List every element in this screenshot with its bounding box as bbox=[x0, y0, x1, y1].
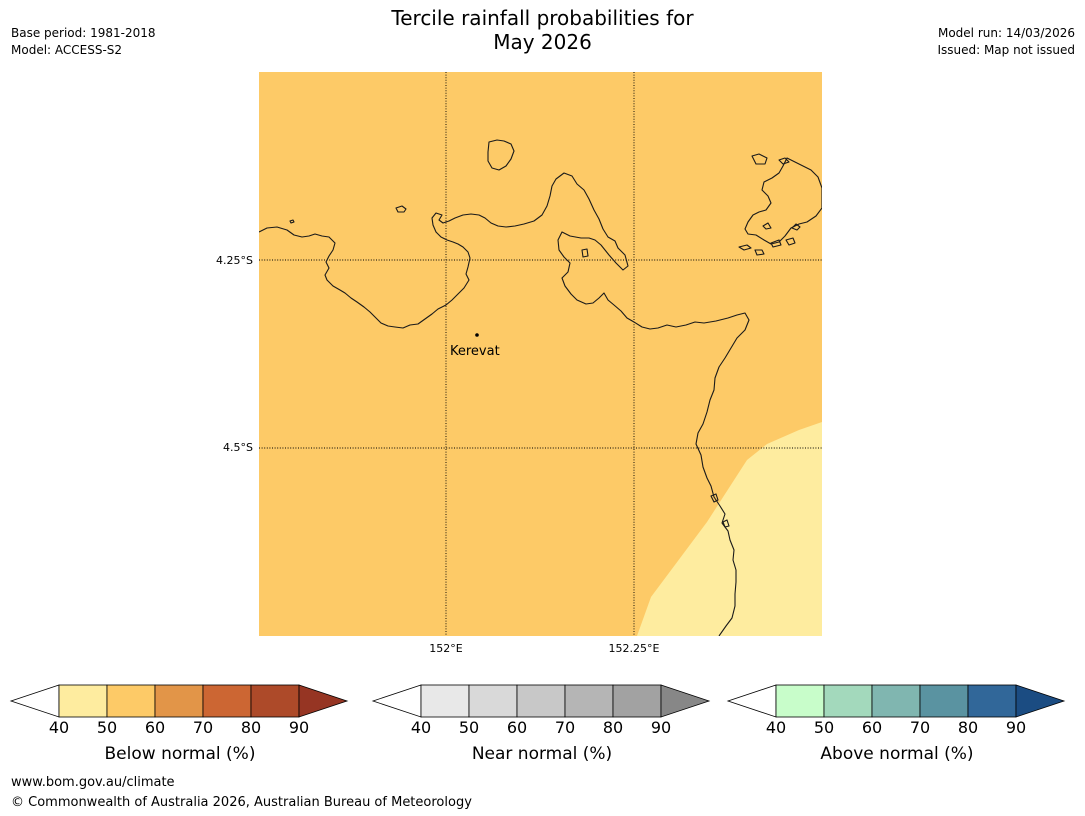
map-title-line1: Tercile rainfall probabilities for bbox=[391, 6, 694, 30]
map-title-line2: May 2026 bbox=[493, 30, 592, 54]
colorbar-segment bbox=[919, 684, 969, 718]
colorbar-low-arrow bbox=[726, 684, 777, 718]
colorbar-segment bbox=[871, 684, 921, 718]
footer-url[interactable]: www.bom.gov.au/climate bbox=[11, 775, 175, 790]
coastline-islet-9 bbox=[785, 237, 796, 246]
lat-label-4-5s: 4.5°S bbox=[223, 441, 253, 454]
kerevat-marker bbox=[475, 333, 479, 337]
colorbar-tick-label: 80 bbox=[602, 718, 624, 737]
coastline-islet-13 bbox=[722, 519, 730, 528]
place-label-kerevat: Kerevat bbox=[450, 344, 500, 359]
coastline-islet-2 bbox=[289, 219, 295, 224]
colorbar-segment bbox=[58, 684, 108, 718]
colorbar-tick-label: 70 bbox=[192, 718, 214, 737]
colorbar-tick-label: 60 bbox=[861, 718, 883, 737]
colorbar-above-normal: 40 50 60 70 80 90 Above normal (%) bbox=[726, 684, 1067, 764]
colorbar-tick-label: 50 bbox=[813, 718, 835, 737]
map-canvas: Kerevat bbox=[259, 72, 822, 636]
colorbar-near-normal-scale bbox=[371, 684, 711, 718]
coastline-duke-of-york bbox=[744, 157, 822, 245]
colorbar-high-arrow bbox=[298, 684, 349, 718]
graticule bbox=[259, 72, 822, 636]
colorbar-above-normal-label: Above normal (%) bbox=[820, 744, 974, 764]
colorbar-tick-label: 40 bbox=[765, 718, 787, 737]
colorbar-segment bbox=[468, 684, 518, 718]
model-text: Model: ACCESS-S2 bbox=[11, 43, 123, 57]
coastline-main bbox=[259, 172, 750, 636]
colorbar-segment bbox=[202, 684, 252, 718]
issued-text: Issued: Map not issued bbox=[937, 43, 1075, 57]
colorbar-above-normal-scale bbox=[726, 684, 1066, 718]
colorbar-tick-label: 50 bbox=[96, 718, 118, 737]
colorbar-tick-label: 80 bbox=[240, 718, 262, 737]
colorbar-low-arrow bbox=[371, 684, 422, 718]
coastline-islet-11 bbox=[762, 222, 772, 230]
colorbar-segment bbox=[154, 684, 204, 718]
map-area[interactable]: Kerevat bbox=[259, 72, 822, 636]
coastline-islet-12 bbox=[710, 493, 719, 503]
colorbar-segment bbox=[967, 684, 1017, 718]
colorbar-segment bbox=[250, 684, 300, 718]
coastline-islet-1 bbox=[395, 205, 407, 213]
model-run-text: Model run: 14/03/2026 bbox=[937, 26, 1075, 40]
coastline-islet-7 bbox=[754, 249, 765, 256]
coastline-islet-10 bbox=[791, 223, 801, 231]
colorbar-above-normal-ticks: 40 50 60 70 80 90 bbox=[727, 718, 1067, 738]
colorbar-tick-label: 90 bbox=[288, 718, 310, 737]
colorbar-tick-label: 50 bbox=[458, 718, 480, 737]
colorbar-low-arrow bbox=[9, 684, 60, 718]
metadata-left: Base period: 1981-2018 Model: ACCESS-S2 bbox=[11, 25, 156, 59]
colorbar-tick-label: 90 bbox=[650, 718, 672, 737]
colorbar-near-normal-ticks: 40 50 60 70 80 90 bbox=[372, 718, 712, 738]
colorbar-tick-label: 40 bbox=[410, 718, 432, 737]
coastline-islet-8 bbox=[770, 239, 782, 248]
colorbar-high-arrow bbox=[1015, 684, 1066, 718]
colorbar-segment bbox=[775, 684, 825, 718]
metadata-right: Model run: 14/03/2026 Issued: Map not is… bbox=[937, 25, 1075, 59]
region-below-normal-40-50 bbox=[637, 422, 822, 636]
lon-label-152-25e: 152.25°E bbox=[608, 642, 660, 655]
lat-label-4-25s: 4.25°S bbox=[216, 254, 253, 267]
colorbar-tick-label: 70 bbox=[554, 718, 576, 737]
colorbar-tick-label: 60 bbox=[144, 718, 166, 737]
coastline bbox=[259, 139, 822, 636]
colorbar-tick-label: 60 bbox=[506, 718, 528, 737]
colorbar-tick-label: 70 bbox=[909, 718, 931, 737]
colorbar-tick-label: 80 bbox=[957, 718, 979, 737]
colorbar-near-normal: 40 50 60 70 80 90 Near normal (%) bbox=[371, 684, 712, 764]
colorbar-segment bbox=[564, 684, 614, 718]
colorbar-below-normal-ticks: 40 50 60 70 80 90 bbox=[10, 718, 350, 738]
base-period-text: Base period: 1981-2018 bbox=[11, 26, 156, 40]
colorbar-segment bbox=[420, 684, 470, 718]
colorbar-below-normal: 40 50 60 70 80 90 Below normal (%) bbox=[9, 684, 350, 764]
colorbar-below-normal-scale bbox=[9, 684, 349, 718]
colorbar-near-normal-label: Near normal (%) bbox=[471, 744, 613, 764]
footer-copyright: © Commonwealth of Australia 2026, Austra… bbox=[11, 795, 472, 810]
colorbar-segment bbox=[516, 684, 566, 718]
coastline-island-north bbox=[487, 139, 515, 171]
colorbar-segment bbox=[612, 684, 662, 718]
colorbar-high-arrow bbox=[660, 684, 711, 718]
colorbar-tick-label: 90 bbox=[1005, 718, 1027, 737]
coastline-islet-3 bbox=[581, 248, 589, 258]
colorbar-segment bbox=[106, 684, 156, 718]
coastline-islet-6 bbox=[738, 244, 752, 251]
map-title: Tercile rainfall probabilities for May 2… bbox=[0, 6, 1085, 54]
colorbar-below-normal-label: Below normal (%) bbox=[104, 744, 256, 764]
lon-label-152e: 152°E bbox=[429, 642, 463, 655]
coastline-islet-5 bbox=[778, 157, 790, 165]
colorbar-tick-label: 40 bbox=[48, 718, 70, 737]
coastline-islet-4 bbox=[751, 153, 768, 165]
colorbar-segment bbox=[823, 684, 873, 718]
